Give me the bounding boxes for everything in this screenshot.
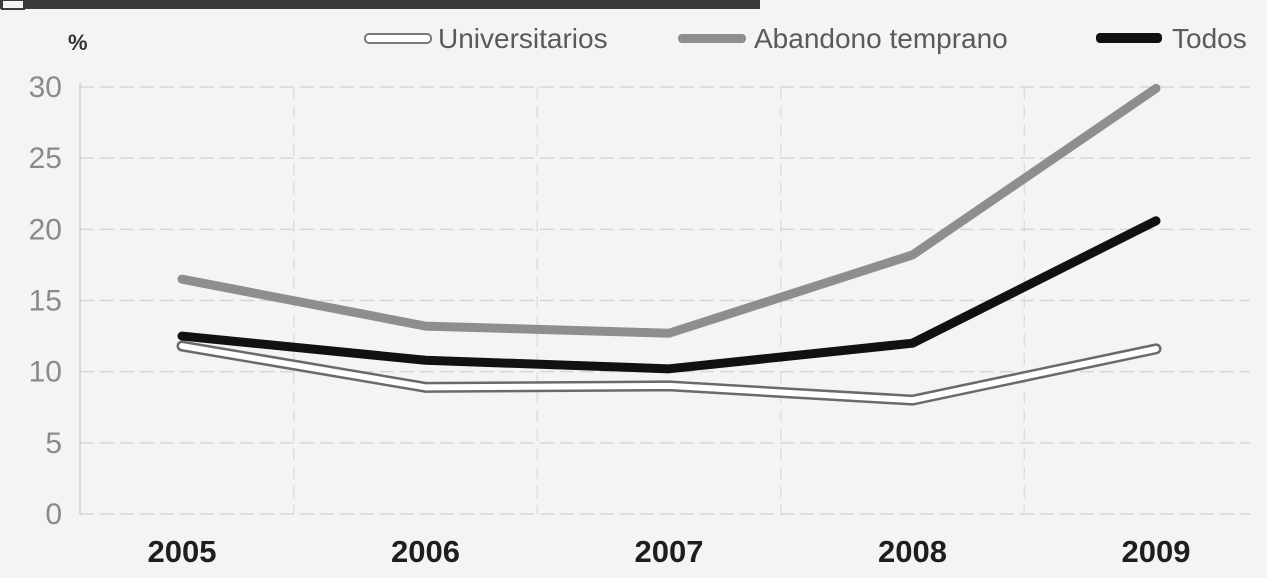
legend-swatch-todos [1096,33,1162,43]
y-unit-label: % [68,30,88,55]
legend: Universitarios Abandono temprano Todos [365,23,1247,54]
x-tick-label-2007: 2007 [635,534,704,569]
y-tick-label-15: 15 [29,285,62,318]
series-layer [182,88,1156,400]
legend-label-abandono: Abandono temprano [754,23,1008,54]
x-axis: 2005 2006 2007 2008 2009 [148,534,1191,569]
legend-label-universitarios: Universitarios [438,23,608,54]
y-tick-label-5: 5 [45,427,62,460]
x-tick-label-2009: 2009 [1122,534,1191,569]
header-strip [0,0,760,9]
x-tick-label-2005: 2005 [148,534,217,569]
y-tick-label-20: 20 [29,213,62,246]
header-strip-box [2,0,24,9]
legend-item-universitarios: Universitarios [365,23,608,54]
y-tick-label-25: 25 [29,142,62,175]
legend-item-todos: Todos [1096,23,1247,54]
legend-swatch-abandono [678,34,746,43]
x-tick-label-2006: 2006 [391,534,460,569]
legend-swatch-universitarios [365,34,431,43]
y-tick-label-0: 0 [45,498,62,531]
x-tick-label-2008: 2008 [878,534,947,569]
series-line-todos [182,221,1156,369]
legend-item-abandono: Abandono temprano [678,23,1008,54]
y-tick-label-30: 30 [29,71,62,104]
legend-label-todos: Todos [1172,23,1247,54]
y-axis: 0 5 10 15 20 25 30 [29,71,62,531]
y-tick-label-10: 10 [29,356,62,389]
